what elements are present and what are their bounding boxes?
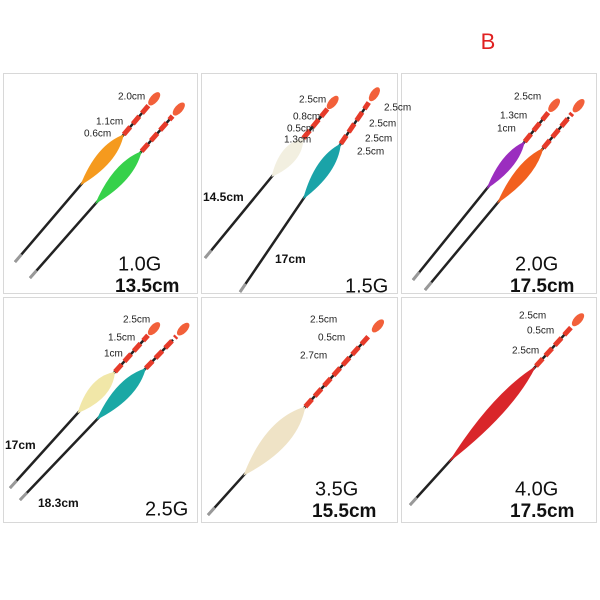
length-label: 17.5cm [510,501,574,522]
dimension-label: 2.5cm [365,134,392,145]
dimension-label: 2.7cm [300,351,327,362]
float-body [448,366,536,463]
dimension-label: 2.5cm [299,95,326,106]
float-hook [238,282,247,293]
dimension-label: 2.0cm [118,92,145,103]
float-tip [176,322,190,336]
length-label: 17cm [5,438,36,452]
panel-frames [3,73,597,523]
float-antenna [113,333,150,374]
dimension-label: 0.5cm [318,333,345,344]
float-tip [548,98,561,112]
float-tip [572,99,585,113]
float-antenna [522,110,551,144]
float-body [96,368,146,420]
dimension-label: 2.5cm [514,92,541,103]
length-label: 17cm [275,252,306,266]
dimension-label: 0.5cm [527,326,554,337]
float-hook [203,249,213,259]
length-label: 17.5cm [510,276,574,297]
badge: B [481,29,496,54]
length-label: 15.5cm [312,501,376,522]
dimension-label: 2.5cm [123,315,150,326]
float-body [95,151,142,205]
float-body [243,406,306,476]
dimension-label: 1cm [104,349,123,360]
float-hook [423,281,433,291]
float-hook [206,506,216,517]
float-antenna [541,111,575,150]
dimension-label: 1.1cm [96,117,123,128]
float-tip [326,95,339,110]
float-tip [172,102,185,116]
float-body [80,134,124,186]
float-antenna [301,107,330,140]
float-antenna [338,101,371,146]
float-hook [8,479,18,490]
dimension-label: 2.5cm [384,103,411,114]
dimension-label: 0.6cm [84,129,111,140]
dimension-label: 1.3cm [284,135,311,146]
weight-label: 2.0G [515,253,558,275]
float-tip [147,322,161,336]
dimension-label: 1cm [497,124,516,135]
dimension-label: 2.5cm [357,147,384,158]
float-antenna [143,334,179,371]
float-hook [13,253,23,263]
dimension-label: 2.5cm [519,311,546,322]
float-tip [368,87,380,102]
dimension-label: 2.5cm [310,315,337,326]
float-body [271,138,304,177]
float-antenna [534,325,573,368]
float-hook [28,269,38,279]
float-hook [18,491,28,502]
dimension-label: 0.8cm [293,112,320,123]
float-antenna [303,332,373,409]
float-body [486,141,525,189]
float-antenna [121,103,151,137]
float-tip [571,313,585,327]
float-hook [408,496,418,507]
weight-label: 4.0G [515,478,558,500]
float-hook [411,271,421,281]
dimension-label: 2.5cm [369,119,396,130]
dimension-label: 1.3cm [500,111,527,122]
float-antenna [139,114,175,153]
float-tip [148,92,161,106]
dimension-label: 0.5cm [287,124,314,135]
weight-label: 2.5G [145,498,188,520]
weight-label: 3.5G [315,478,358,500]
length-label: 14.5cm [203,190,244,204]
length-label: 18.3cm [38,496,79,510]
float-tip [371,319,385,333]
weight-label: 1.0G [118,253,161,275]
float-body [497,147,544,204]
float-body [303,143,341,200]
length-label: 13.5cm [115,276,179,297]
dimension-label: 1.5cm [108,333,135,344]
float-body [77,371,115,414]
dimension-label: 2.5cm [512,346,539,357]
weight-label: 1.5G [345,275,388,297]
